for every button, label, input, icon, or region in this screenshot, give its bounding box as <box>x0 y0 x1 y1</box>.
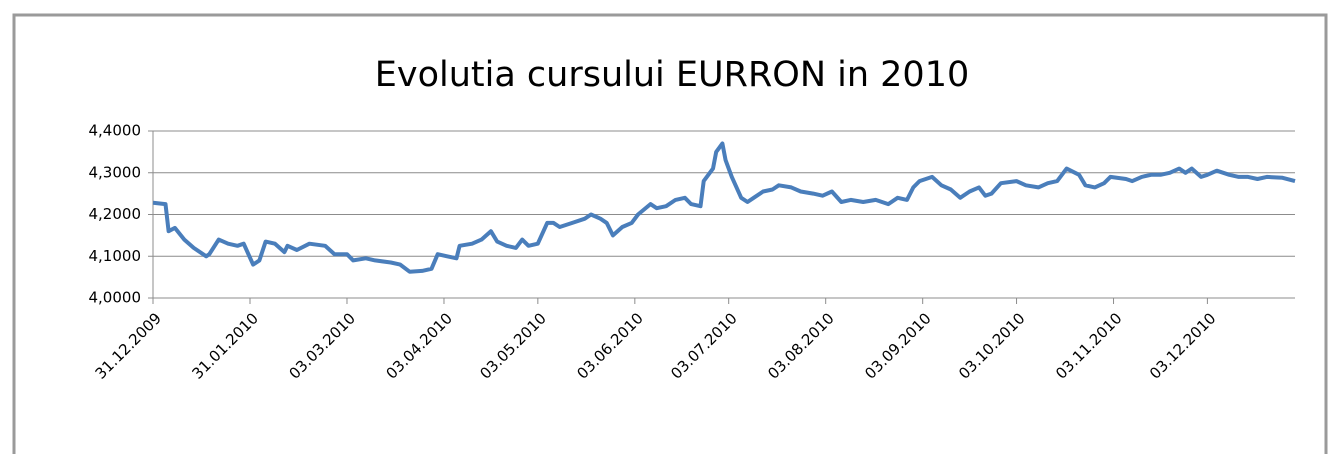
chart-frame <box>12 13 1328 454</box>
y-tick-label: 4,3000 <box>89 163 142 181</box>
y-tick-label: 4,2000 <box>89 205 142 223</box>
line-series <box>152 141 1296 274</box>
chart-title: Evolutia cursului EURRON in 2010 <box>375 55 970 95</box>
y-tick-label: 4,1000 <box>89 247 142 265</box>
y-tick-label: 4,4000 <box>89 122 142 140</box>
y-tick-label: 4,0000 <box>89 289 142 307</box>
